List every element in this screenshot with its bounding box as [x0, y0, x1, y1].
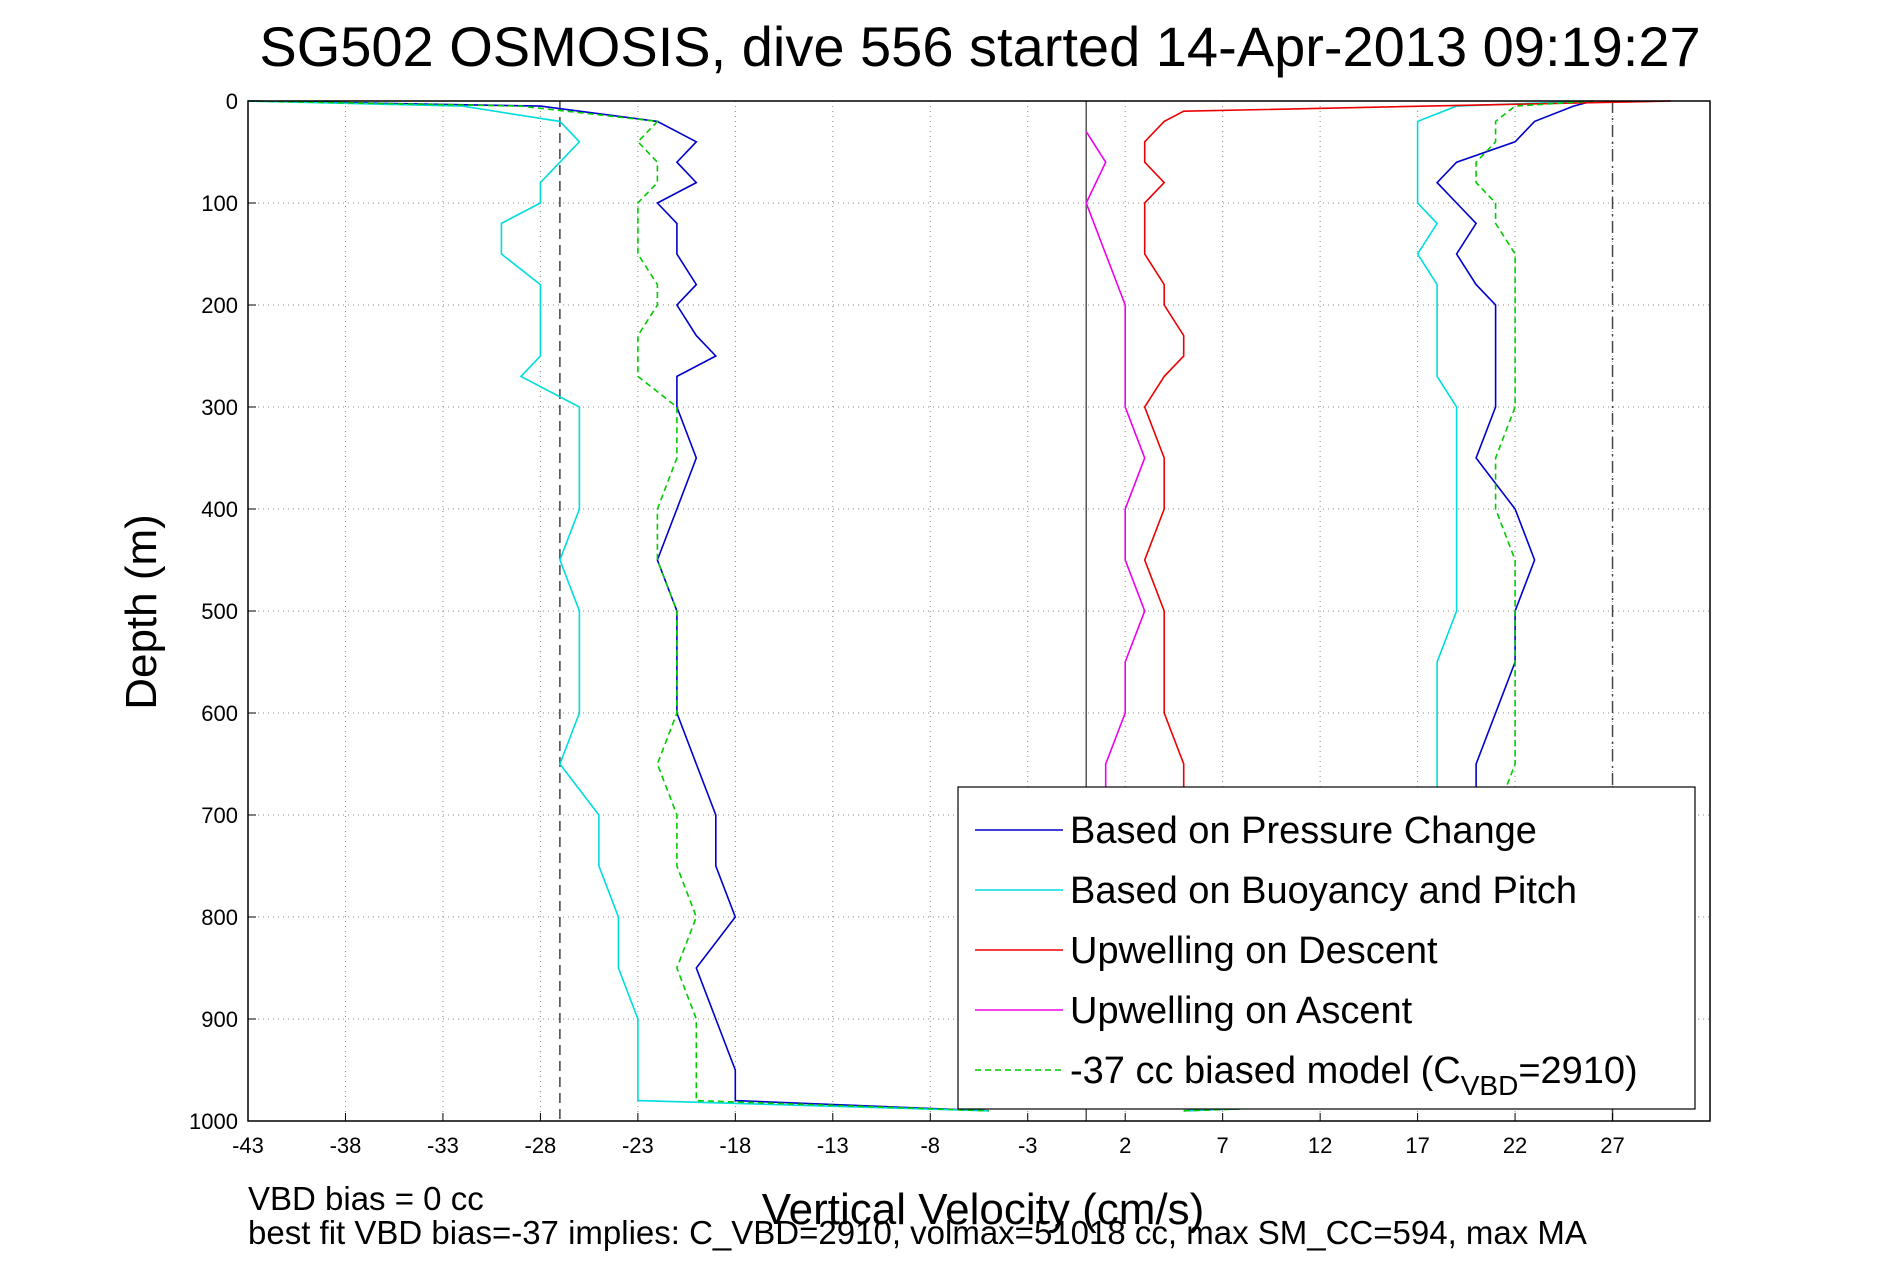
x-tick-label: -3 — [1018, 1133, 1038, 1158]
legend-label: Based on Pressure Change — [1070, 810, 1537, 852]
series-line — [247, 100, 989, 1112]
y-tick-label: 1000 — [189, 1109, 238, 1134]
best-fit-note: best fit VBD bias=-37 implies: C_VBD=291… — [248, 1214, 1587, 1251]
y-axis-label: Depth (m) — [117, 514, 166, 710]
legend-label: Based on Buoyancy and Pitch — [1070, 870, 1577, 912]
series-line — [1085, 131, 1146, 815]
legend: Based on Pressure Change Based on Buoyanc… — [957, 786, 1696, 1110]
y-tick-label: 900 — [201, 1007, 238, 1032]
x-tick-label: -8 — [920, 1133, 940, 1158]
x-axis-label: Vertical Velocity (cm/s) — [762, 1185, 1205, 1234]
legend-label: Upwelling on Ascent — [1070, 990, 1413, 1032]
x-tick-label: -18 — [719, 1133, 751, 1158]
y-axis-ticks: 0 100 200 300 400 500 600 700 800 900 1000 — [189, 89, 256, 1134]
legend-text: Upwelling on Ascent — [1070, 990, 1413, 1032]
y-tick-label: 100 — [201, 191, 238, 216]
legend-label: Upwelling on Descent — [1070, 930, 1438, 972]
legend-suffix: =2910) — [1518, 1050, 1637, 1092]
y-tick-label: 400 — [201, 497, 238, 522]
legend-label: -37 cc biased model (CVBD=2910) — [1070, 1050, 1638, 1101]
x-tick-label: -33 — [427, 1133, 459, 1158]
vbd-bias-note: VBD bias = 0 cc — [248, 1180, 484, 1217]
x-tick-label: 27 — [1600, 1133, 1624, 1158]
y-tick-label: 700 — [201, 803, 238, 828]
legend-text: Upwelling on Descent — [1070, 930, 1438, 972]
x-tick-label: -13 — [817, 1133, 849, 1158]
x-tick-label: 17 — [1405, 1133, 1429, 1158]
x-tick-label: -23 — [622, 1133, 654, 1158]
legend-box — [957, 786, 1696, 1110]
legend-text: Based on Buoyancy and Pitch — [1070, 870, 1577, 912]
y-tick-label: 800 — [201, 905, 238, 930]
x-tick-label: 12 — [1308, 1133, 1332, 1158]
x-tick-label: 22 — [1503, 1133, 1527, 1158]
y-tick-label: 200 — [201, 293, 238, 318]
y-tick-label: 300 — [201, 395, 238, 420]
legend-subscript: VBD — [1461, 1070, 1519, 1101]
x-tick-label: 2 — [1119, 1133, 1131, 1158]
legend-text: -37 cc biased model (C — [1070, 1050, 1461, 1092]
y-tick-label: 0 — [226, 89, 238, 114]
x-tick-label: -28 — [525, 1133, 557, 1158]
series-line — [247, 100, 989, 1112]
x-tick-label: -43 — [232, 1133, 264, 1158]
series-line — [1143, 100, 1672, 815]
series-line — [247, 100, 989, 1112]
y-tick-label: 500 — [201, 599, 238, 624]
x-tick-label: 7 — [1217, 1133, 1229, 1158]
y-tick-label: 600 — [201, 701, 238, 726]
legend-text: Based on Pressure Change — [1070, 810, 1537, 852]
chart-title: SG502 OSMOSIS, dive 556 started 14-Apr-2… — [259, 15, 1700, 78]
x-axis-ticks: -43 -38 -33 -28 -23 -18 -13 -8 -3 2 7 12 17 22 27 — [232, 1113, 1625, 1158]
x-tick-label: -38 — [330, 1133, 362, 1158]
